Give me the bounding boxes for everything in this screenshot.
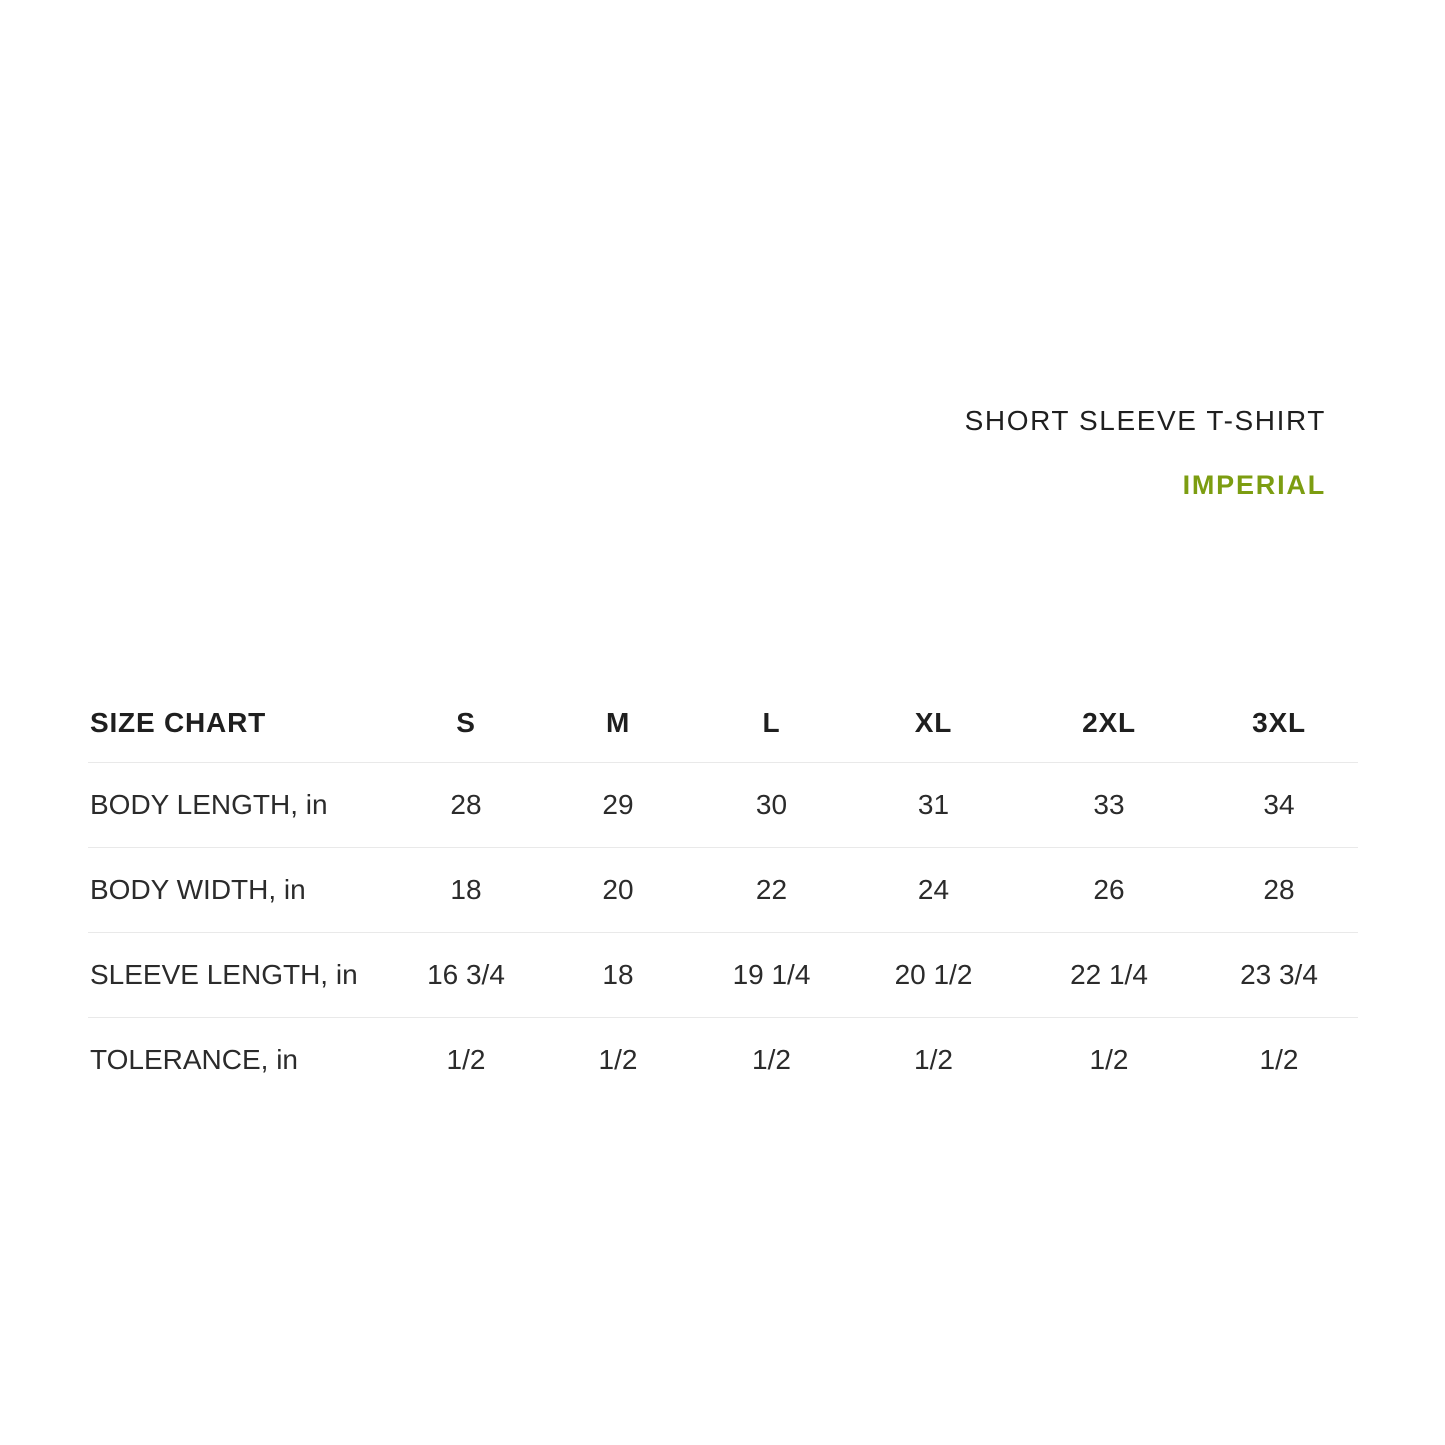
table-row-tolerance: TOLERANCE, in 1/2 1/2 1/2 1/2 1/2 1/2 <box>88 1017 1358 1102</box>
table-cell: 28 <box>390 762 542 848</box>
table-cell: 34 <box>1200 762 1358 848</box>
column-header-size-chart: SIZE CHART <box>88 684 390 763</box>
table-cell: 26 <box>1018 847 1200 933</box>
table-cell: 22 <box>694 847 849 933</box>
column-header-3xl: 3XL <box>1200 684 1358 763</box>
column-header-s: S <box>390 684 542 763</box>
table-cell: 1/2 <box>914 1043 953 1075</box>
table-cell: 28 <box>1200 847 1358 933</box>
product-title: SHORT SLEEVE T-SHIRT <box>964 405 1326 436</box>
table-cell: 22 1/4 <box>1018 932 1200 1018</box>
row-label: BODY LENGTH, in <box>88 762 390 848</box>
table-cell: 1/2 <box>1259 1043 1299 1075</box>
column-header-l: L <box>694 684 849 763</box>
column-header-m: M <box>542 684 694 763</box>
column-header-2xl: 2XL <box>1018 684 1200 763</box>
table-cell: 31 <box>849 762 1018 848</box>
table-cell: 24 <box>849 847 1018 933</box>
table-cell: 1/2 <box>598 1043 638 1075</box>
row-label: TOLERANCE, in <box>90 1043 298 1075</box>
table-cell: 16 3/4 <box>390 932 542 1018</box>
unit-system-label: IMPERIAL <box>1182 470 1326 500</box>
table-row-sleeve-length: SLEEVE LENGTH, in 16 3/4 18 19 1/4 20 1/… <box>88 932 1358 1018</box>
table-row-body-length: BODY LENGTH, in 28 29 30 31 33 34 <box>88 762 1358 848</box>
column-header-xl: XL <box>849 684 1018 763</box>
table-cell: 20 <box>542 847 694 933</box>
table-header-row: SIZE CHART S M L XL 2XL 3XL <box>88 684 1358 763</box>
row-label: BODY WIDTH, in <box>88 847 390 933</box>
table-cell: 1/2 <box>446 1043 486 1075</box>
table-cell: 20 1/2 <box>849 932 1018 1018</box>
table-cell: 18 <box>542 932 694 1018</box>
table-cell: 23 3/4 <box>1200 932 1358 1018</box>
table-cell: 33 <box>1018 762 1200 848</box>
table-cell: 18 <box>390 847 542 933</box>
title-block: SHORT SLEEVE T-SHIRT IMPERIAL <box>964 405 1326 501</box>
row-label: SLEEVE LENGTH, in <box>88 932 390 1018</box>
table-cell: 19 1/4 <box>694 932 849 1018</box>
size-chart-table: SIZE CHART S M L XL 2XL 3XL BODY LENGTH,… <box>88 684 1358 1102</box>
table-cell: 30 <box>694 762 849 848</box>
table-cell: 29 <box>542 762 694 848</box>
table-cell: 1/2 <box>1089 1043 1129 1075</box>
table-cell: 1/2 <box>752 1043 791 1075</box>
table-row-body-width: BODY WIDTH, in 18 20 22 24 26 28 <box>88 847 1358 933</box>
